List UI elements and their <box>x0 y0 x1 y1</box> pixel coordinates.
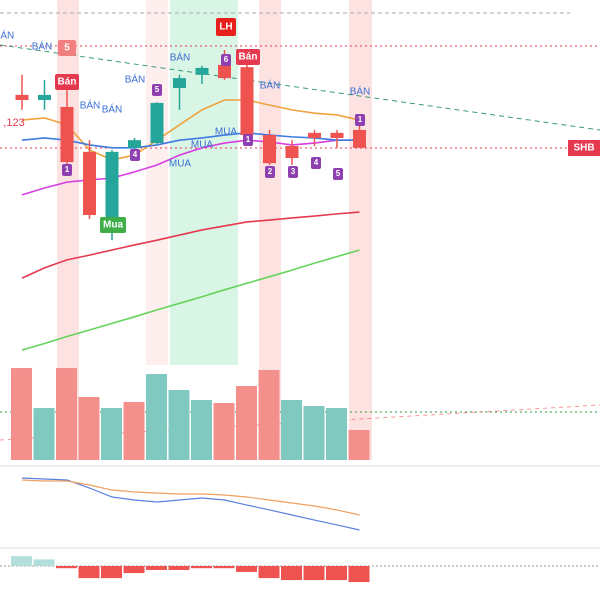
volume-bar <box>258 370 280 460</box>
sell-tag: Bán <box>239 52 258 63</box>
histogram-bar <box>11 556 32 566</box>
buy-label: MUA <box>191 140 214 151</box>
candle-body <box>353 129 366 148</box>
candle-body <box>240 67 254 136</box>
sell-label: BÁN <box>0 29 14 42</box>
histogram-bar <box>33 559 55 566</box>
candle-body <box>150 102 164 144</box>
volume-bar <box>326 408 347 460</box>
badge: 4 <box>133 150 138 159</box>
candle-body <box>173 78 186 88</box>
count-badges: 1 1 1 2 3 4 4 5 5 6 <box>62 54 365 180</box>
volume-bar <box>33 408 55 460</box>
candle-body <box>105 151 119 233</box>
oscillator-line <box>21 479 360 516</box>
moving-average <box>21 132 360 149</box>
histogram-bar <box>258 566 280 579</box>
background <box>0 0 600 567</box>
histogram-bar <box>78 566 100 579</box>
volume-bar <box>123 401 145 460</box>
sell-label: BÁN <box>102 103 123 116</box>
volume-bar <box>281 399 302 460</box>
volume-bar <box>78 397 100 460</box>
volume-bar <box>11 368 32 460</box>
candle-body <box>263 135 276 164</box>
badge: 2 <box>268 167 273 176</box>
count-label: ,123 <box>3 117 24 129</box>
histogram-bar <box>101 566 122 579</box>
badge: 1 <box>65 165 70 174</box>
volume-bar <box>348 429 370 460</box>
histogram-bar <box>326 566 347 581</box>
histogram-bar <box>348 566 370 583</box>
lh-tag: LH <box>219 22 232 33</box>
volume-bar <box>101 408 122 460</box>
volume-bar <box>303 406 325 460</box>
moving-average <box>21 99 360 161</box>
histogram-bar <box>281 566 302 581</box>
moving-average <box>21 139 360 196</box>
badge: 6 <box>224 55 229 64</box>
sell-label: BÁN <box>170 51 191 64</box>
candle-body <box>330 132 344 138</box>
annotations: BÁN BÁN BÁN BÁN BÁN BÁN BÁN BÁN Bán Bán … <box>0 18 600 233</box>
histogram-bar <box>146 566 167 570</box>
volume-bar <box>236 385 257 460</box>
candle-body <box>15 94 29 101</box>
count-tag: 5 <box>64 43 70 54</box>
histogram-bar <box>168 566 190 570</box>
candle-body <box>285 146 299 159</box>
volume-bar <box>168 389 190 460</box>
badge: 3 <box>291 167 296 176</box>
badge: 5 <box>155 85 160 94</box>
sell-label: BÁN <box>350 85 371 98</box>
badge: 1 <box>358 115 363 124</box>
candle-body <box>218 64 231 79</box>
histogram-bar <box>303 566 325 581</box>
candle-body <box>38 94 51 101</box>
candle-body <box>308 132 321 138</box>
volume-bar <box>213 403 235 460</box>
moving-average <box>21 211 360 279</box>
sell-label: BÁN <box>260 79 281 92</box>
badge: 5 <box>336 169 341 178</box>
badge: 4 <box>314 158 319 167</box>
candle-body <box>60 106 74 163</box>
buy-label: MUA <box>215 127 238 138</box>
oscillator-line <box>21 477 360 531</box>
sell-label: BÁN <box>125 73 146 86</box>
histogram-bar <box>236 566 257 572</box>
candle-body <box>83 151 96 215</box>
histogram-bar <box>123 566 145 574</box>
buy-tag: Mua <box>103 220 123 231</box>
sell-label: BÁN <box>32 40 53 53</box>
histogram-bar <box>191 566 212 569</box>
histogram-bar <box>213 566 235 569</box>
symbol-label: SHB <box>573 143 594 154</box>
moving-average <box>21 249 360 351</box>
candle-body <box>128 140 141 148</box>
volume-bar <box>56 368 77 460</box>
volume-bar <box>191 399 212 460</box>
volume-bar <box>146 374 167 460</box>
histogram-bar <box>56 566 77 569</box>
buy-label: MUA <box>169 159 192 170</box>
candle-body <box>195 67 209 75</box>
plot <box>11 50 370 583</box>
sell-label: BÁN <box>80 99 101 112</box>
sell-tag: Bán <box>58 77 77 88</box>
badge: 1 <box>246 135 251 144</box>
